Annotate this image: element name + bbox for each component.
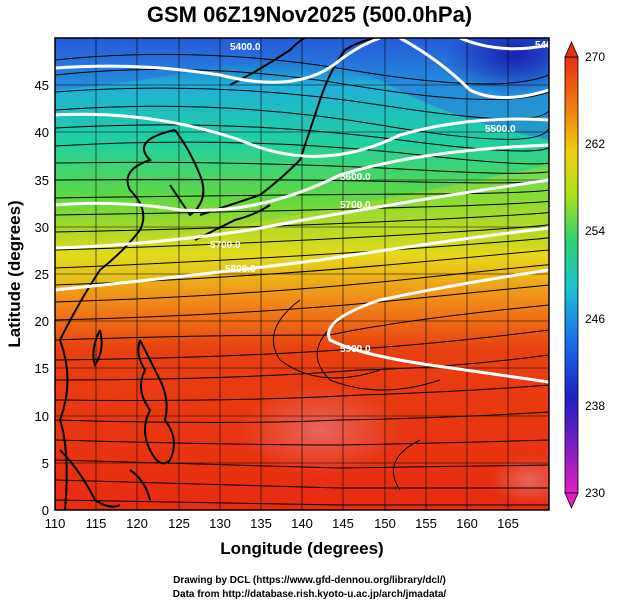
x-tick-label: 150 <box>374 516 396 531</box>
x-tick-label: 125 <box>168 516 190 531</box>
y-axis-title: Latitude (degrees) <box>5 200 24 347</box>
wind-streamlines <box>55 53 549 506</box>
colorbar-tick-label: 270 <box>585 50 605 64</box>
x-tick-label: 140 <box>291 516 313 531</box>
plot-frame <box>54 37 550 511</box>
y-tick-label: 5 <box>42 456 49 471</box>
contour-label: 5500.0 <box>485 124 516 135</box>
y-tick-label: 0 <box>42 503 49 518</box>
credit-data-source: Data from http://database.rish.kyoto-u.a… <box>172 589 447 600</box>
credit-drawing: Drawing by DCL (https://www.gfd-dennou.o… <box>173 575 446 586</box>
x-axis-title: Longitude (degrees) <box>220 539 383 558</box>
plot-title: GSM 06Z19Nov2025 (500.0hPa) <box>146 2 473 27</box>
lat-lon-grid <box>55 38 549 510</box>
colorbar-tick-label: 254 <box>585 224 605 238</box>
contour-label: 5700.0 <box>340 200 371 211</box>
contour-label: 5800.0 <box>225 264 256 275</box>
x-tick-label: 160 <box>456 516 478 531</box>
colorbar-max-arrow <box>564 40 579 58</box>
y-tick-label: 15 <box>35 361 49 376</box>
y-tick-label: 25 <box>35 267 49 282</box>
x-tick-label: 165 <box>497 516 519 531</box>
x-tick-label: 155 <box>415 516 437 531</box>
colorbar: 230 238 246 254 262 270 <box>564 40 605 510</box>
colorbar-tick-label: 262 <box>585 137 605 151</box>
height-contours <box>55 38 549 384</box>
y-tick-label: 35 <box>35 173 49 188</box>
x-tick-label: 130 <box>209 516 231 531</box>
colorbar-min-arrow <box>564 492 579 510</box>
contour-label: 5900.0 <box>340 344 371 355</box>
y-tick-label: 10 <box>35 409 49 424</box>
contour-labels: 5400.0 5400.0 5500.0 5600.0 5700.0 5700.… <box>210 40 566 355</box>
x-tick-label: 120 <box>126 516 148 531</box>
y-tick-label: 20 <box>35 314 49 329</box>
contour-label: 5400.0 <box>230 42 261 53</box>
x-tick-label: 115 <box>86 516 107 531</box>
y-tick-label: 40 <box>35 125 49 140</box>
y-tick-label: 30 <box>35 220 49 235</box>
x-tick-label: 145 <box>332 516 354 531</box>
contour-label: 5700.0 <box>210 240 241 251</box>
contour-label: 5600.0 <box>340 172 371 183</box>
y-tick-label: 45 <box>35 78 49 93</box>
y-axis-ticks: 0 5 10 15 20 25 30 35 40 45 <box>35 78 49 518</box>
colorbar-tick-label: 238 <box>585 399 605 413</box>
colorbar-tick-label: 246 <box>585 312 605 326</box>
coastlines <box>58 38 381 510</box>
temperature-field <box>55 38 549 510</box>
x-axis-ticks: 110 115 120 125 130 135 140 145 150 155 … <box>45 516 519 531</box>
colorbar-tick-label: 230 <box>585 486 605 500</box>
contour-label: 5400.0 <box>535 40 566 51</box>
x-tick-label: 135 <box>250 516 272 531</box>
x-tick-label: 110 <box>45 516 66 531</box>
